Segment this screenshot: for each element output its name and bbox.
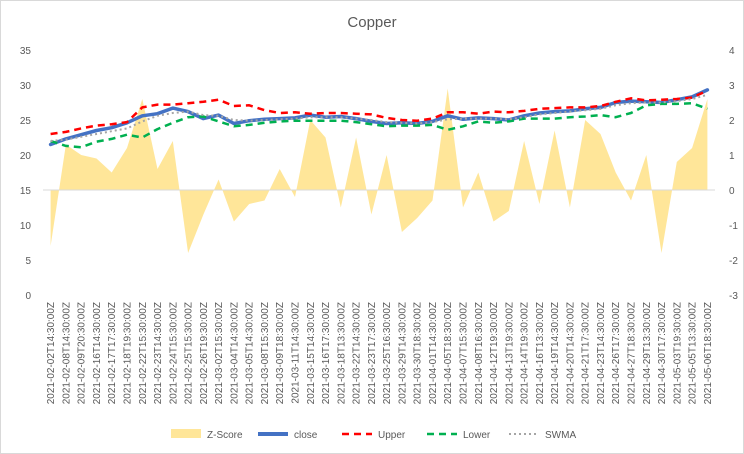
series-line-close: [48, 88, 710, 147]
line-series-layer: [48, 88, 710, 149]
x-tick-label: 2021-04-05T18:30:00Z: [443, 302, 454, 404]
x-tick-label: 2021-04-16T13:30:00Z: [535, 302, 546, 404]
x-tick-label: 2021-04-19T14:30:00Z: [550, 302, 561, 404]
x-tick-label: 2021-03-22T14:30:00Z: [352, 302, 363, 404]
chart-title: Copper: [347, 14, 396, 31]
x-tick-label: 2021-04-12T19:30:00Z: [489, 302, 500, 404]
x-tick-label: 2021-04-14T19:30:00Z: [520, 302, 531, 404]
x-tick-label: 2021-05-06T18:30:00Z: [703, 302, 714, 404]
x-tick-label: 2021-03-18T13:30:00Z: [336, 302, 347, 404]
legend-item-upper[interactable]: Upper: [342, 430, 406, 441]
y-axis-right: -3 -2 -1 0 1 2 3 4: [729, 46, 738, 302]
x-tick-label: 2021-04-01T14:30:00Z: [428, 302, 439, 404]
y-axis-left: 0 5 10 15 20 25 30 35: [20, 46, 32, 302]
x-tick-label: 2021-03-30T18:30:00Z: [413, 302, 424, 404]
x-tick-label: 2021-02-02T14:30:00Z: [46, 302, 57, 404]
x-tick-label: 2021-04-08T16:30:00Z: [474, 302, 485, 404]
y-left-tick-label: 25: [20, 116, 32, 127]
series-line-upper: [50, 89, 708, 136]
x-tick-label: 2021-04-27T18:30:00Z: [627, 302, 638, 404]
y-right-tick-label: -2: [729, 256, 738, 267]
x-tick-label: 2021-04-07T15:30:00Z: [459, 302, 470, 404]
y-left-tick-label: 30: [20, 81, 32, 92]
x-tick-label: 2021-04-13T19:30:00Z: [504, 302, 515, 404]
x-tick-label: 2021-02-25T15:30:00Z: [184, 302, 195, 404]
x-tick-label: 2021-03-16T17:30:00Z: [321, 302, 332, 404]
x-tick-label: 2021-04-23T14:30:00Z: [596, 302, 607, 404]
x-tick-label: 2021-02-26T19:30:00Z: [199, 302, 210, 404]
x-tick-label: 2021-02-24T15:30:00Z: [168, 302, 179, 404]
x-tick-label: 2021-02-09T20:30:00Z: [77, 302, 88, 404]
legend-label: close: [294, 430, 318, 441]
x-tick-label: 2021-05-05T13:30:00Z: [688, 302, 699, 404]
y-left-tick-label: 0: [25, 291, 31, 302]
x-tick-label: 2021-04-26T17:30:00Z: [611, 302, 622, 404]
x-tick-label: 2021-04-30T17:30:00Z: [657, 302, 668, 404]
x-tick-label: 2021-03-15T14:30:00Z: [306, 302, 317, 404]
x-tick-label: 2021-03-11T14:30:00Z: [291, 302, 302, 404]
y-right-tick-label: 1: [729, 151, 735, 162]
x-tick-label: 2021-05-03T19:30:00Z: [672, 302, 683, 404]
y-left-tick-label: 35: [20, 46, 32, 57]
legend-label: Z-Score: [207, 430, 243, 441]
x-axis: 2021-02-02T14:30:00Z 2021-02-08T14:30:00Z…: [46, 302, 714, 404]
legend-item-close[interactable]: close: [258, 430, 318, 441]
y-right-tick-label: 4: [729, 46, 735, 57]
legend-label: Upper: [378, 430, 406, 441]
series-line-lower: [50, 101, 708, 149]
legend-swatch: [171, 429, 201, 438]
x-tick-label: 2021-02-16T14:30:00Z: [92, 302, 103, 404]
y-right-tick-label: 3: [729, 81, 735, 92]
y-right-tick-label: -3: [729, 291, 738, 302]
x-tick-label: 2021-03-02T15:30:00Z: [214, 302, 225, 404]
legend-item-z-score[interactable]: Z-Score: [171, 429, 243, 441]
y-right-tick-label: -1: [729, 221, 738, 232]
x-tick-label: 2021-02-08T14:30:00Z: [61, 302, 72, 404]
x-tick-label: 2021-04-29T13:30:00Z: [642, 302, 653, 404]
x-tick-label: 2021-03-05T14:30:00Z: [245, 302, 256, 404]
legend-label: Lower: [463, 430, 491, 441]
y-right-tick-label: 2: [729, 116, 735, 127]
x-tick-label: 2021-03-29T14:30:00Z: [397, 302, 408, 404]
y-left-tick-label: 10: [20, 221, 32, 232]
x-tick-label: 2021-04-20T14:30:00Z: [565, 302, 576, 404]
legend-item-lower[interactable]: Lower: [427, 430, 491, 441]
x-tick-label: 2021-02-22T15:30:00Z: [138, 302, 149, 404]
x-tick-label: 2021-03-04T14:30:00Z: [229, 302, 240, 404]
x-tick-label: 2021-03-23T17:30:00Z: [367, 302, 378, 404]
y-left-tick-label: 15: [20, 186, 32, 197]
x-tick-label: 2021-04-21T17:30:00Z: [581, 302, 592, 404]
y-left-tick-label: 20: [20, 151, 32, 162]
x-tick-label: 2021-02-17T17:30:00Z: [107, 302, 118, 404]
x-tick-label: 2021-02-18T19:30:00Z: [123, 302, 134, 404]
legend-item-swma[interactable]: SWMA: [509, 430, 576, 441]
y-right-tick-label: 0: [729, 186, 735, 197]
x-tick-label: 2021-03-25T16:30:00Z: [382, 302, 393, 404]
legend-label: SWMA: [545, 430, 576, 441]
x-tick-label: 2021-03-08T15:30:00Z: [260, 302, 271, 404]
legend[interactable]: Z-Score close Upper Lower SWMA: [171, 429, 576, 441]
x-tick-label: 2021-03-09T18:30:00Z: [275, 302, 286, 404]
x-tick-label: 2021-02-23T14:30:00Z: [153, 302, 164, 404]
y-left-tick-label: 5: [25, 256, 31, 267]
